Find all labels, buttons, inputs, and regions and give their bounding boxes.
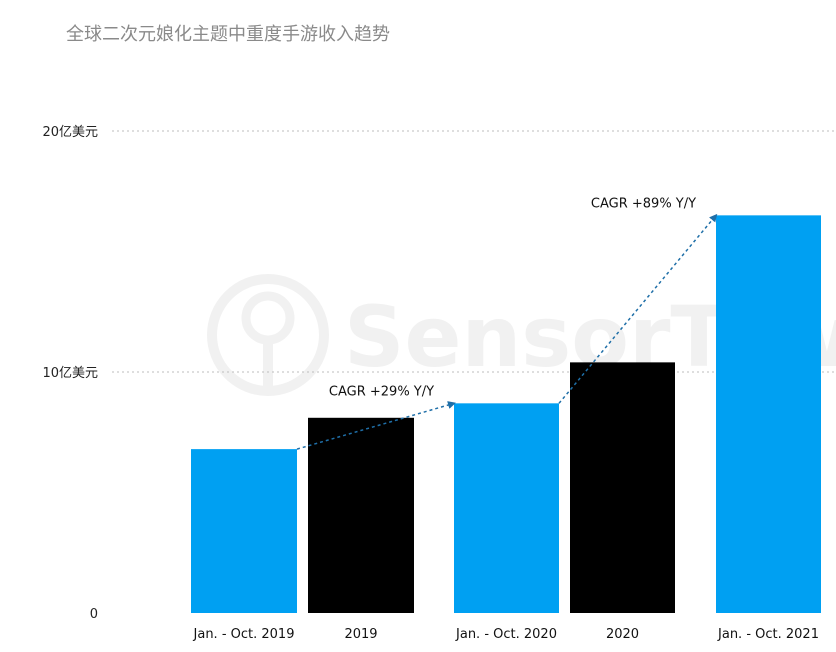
chart-title: 全球二次元娘化主题中重度手游收入趋势 (66, 24, 390, 45)
x-tick-label-2: Jan. - Oct. 2020 (455, 627, 557, 642)
x-tick-label-3: 2020 (606, 627, 639, 642)
y-tick-label-1: 10亿美元 (42, 366, 98, 381)
cagr-label-1: CAGR +89% Y/Y (591, 196, 696, 211)
cagr-label-0: CAGR +29% Y/Y (329, 384, 434, 399)
y-tick-label-2: 20亿美元 (42, 125, 98, 140)
bar-1 (308, 417, 414, 613)
cagr-arrow-1 (558, 213, 718, 404)
bar-3 (570, 362, 675, 613)
y-tick-label-0: 0 (90, 607, 98, 622)
bar-4 (716, 215, 821, 613)
bar-2 (454, 403, 559, 613)
x-tick-label-1: 2019 (344, 627, 377, 642)
x-tick-label-0: Jan. - Oct. 2019 (193, 627, 295, 642)
x-tick-label-4: Jan. - Oct. 2021 (717, 627, 819, 642)
bar-0 (191, 449, 297, 613)
